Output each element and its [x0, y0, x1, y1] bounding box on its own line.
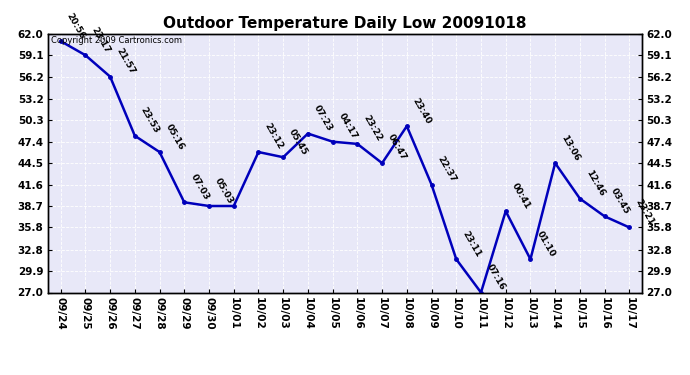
- Text: 20:56: 20:56: [65, 11, 87, 40]
- Text: 06:47: 06:47: [386, 133, 408, 162]
- Text: 22:37: 22:37: [435, 154, 458, 184]
- Text: 23:11: 23:11: [460, 229, 482, 258]
- Text: 07:23: 07:23: [312, 104, 334, 133]
- Text: 23:40: 23:40: [411, 96, 433, 125]
- Text: Copyright 2009 Cartronics.com: Copyright 2009 Cartronics.com: [51, 36, 182, 45]
- Text: 12:46: 12:46: [584, 168, 607, 198]
- Text: 23:17: 23:17: [90, 25, 112, 54]
- Text: 00:41: 00:41: [510, 181, 532, 210]
- Text: 07:16: 07:16: [485, 262, 507, 292]
- Text: 23:53: 23:53: [139, 106, 161, 135]
- Text: 05:03: 05:03: [213, 176, 235, 205]
- Text: 13:06: 13:06: [560, 133, 582, 162]
- Text: 23:21: 23:21: [633, 197, 656, 226]
- Text: 23:22: 23:22: [362, 114, 384, 143]
- Text: 03:45: 03:45: [609, 186, 631, 216]
- Text: 05:16: 05:16: [164, 122, 186, 151]
- Text: 05:45: 05:45: [287, 127, 309, 156]
- Text: 23:12: 23:12: [263, 122, 285, 151]
- Text: 04:17: 04:17: [337, 111, 359, 141]
- Text: 07:03: 07:03: [188, 172, 210, 201]
- Title: Outdoor Temperature Daily Low 20091018: Outdoor Temperature Daily Low 20091018: [164, 16, 526, 31]
- Text: 21:57: 21:57: [115, 46, 137, 76]
- Text: 01:10: 01:10: [535, 230, 557, 258]
